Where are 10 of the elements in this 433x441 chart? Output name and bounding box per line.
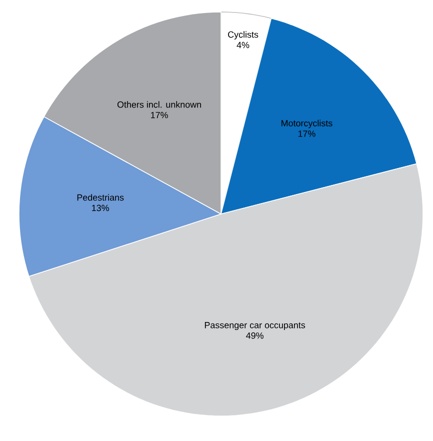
slice-label: Motorcyclists: [282, 120, 332, 128]
slice-label: Pedestrians: [77, 194, 124, 201]
data-label: 17%: [151, 112, 168, 118]
slice-label: Passenger car occupants: [204, 322, 306, 330]
data-label: 4%: [236, 42, 250, 48]
slice-label: Cyclists: [228, 31, 258, 40]
data-label: 49%: [246, 332, 264, 339]
data-label: 13%: [92, 204, 109, 212]
data-label: 17%: [298, 130, 316, 137]
slice-label: Others incl. unknown: [117, 101, 201, 108]
